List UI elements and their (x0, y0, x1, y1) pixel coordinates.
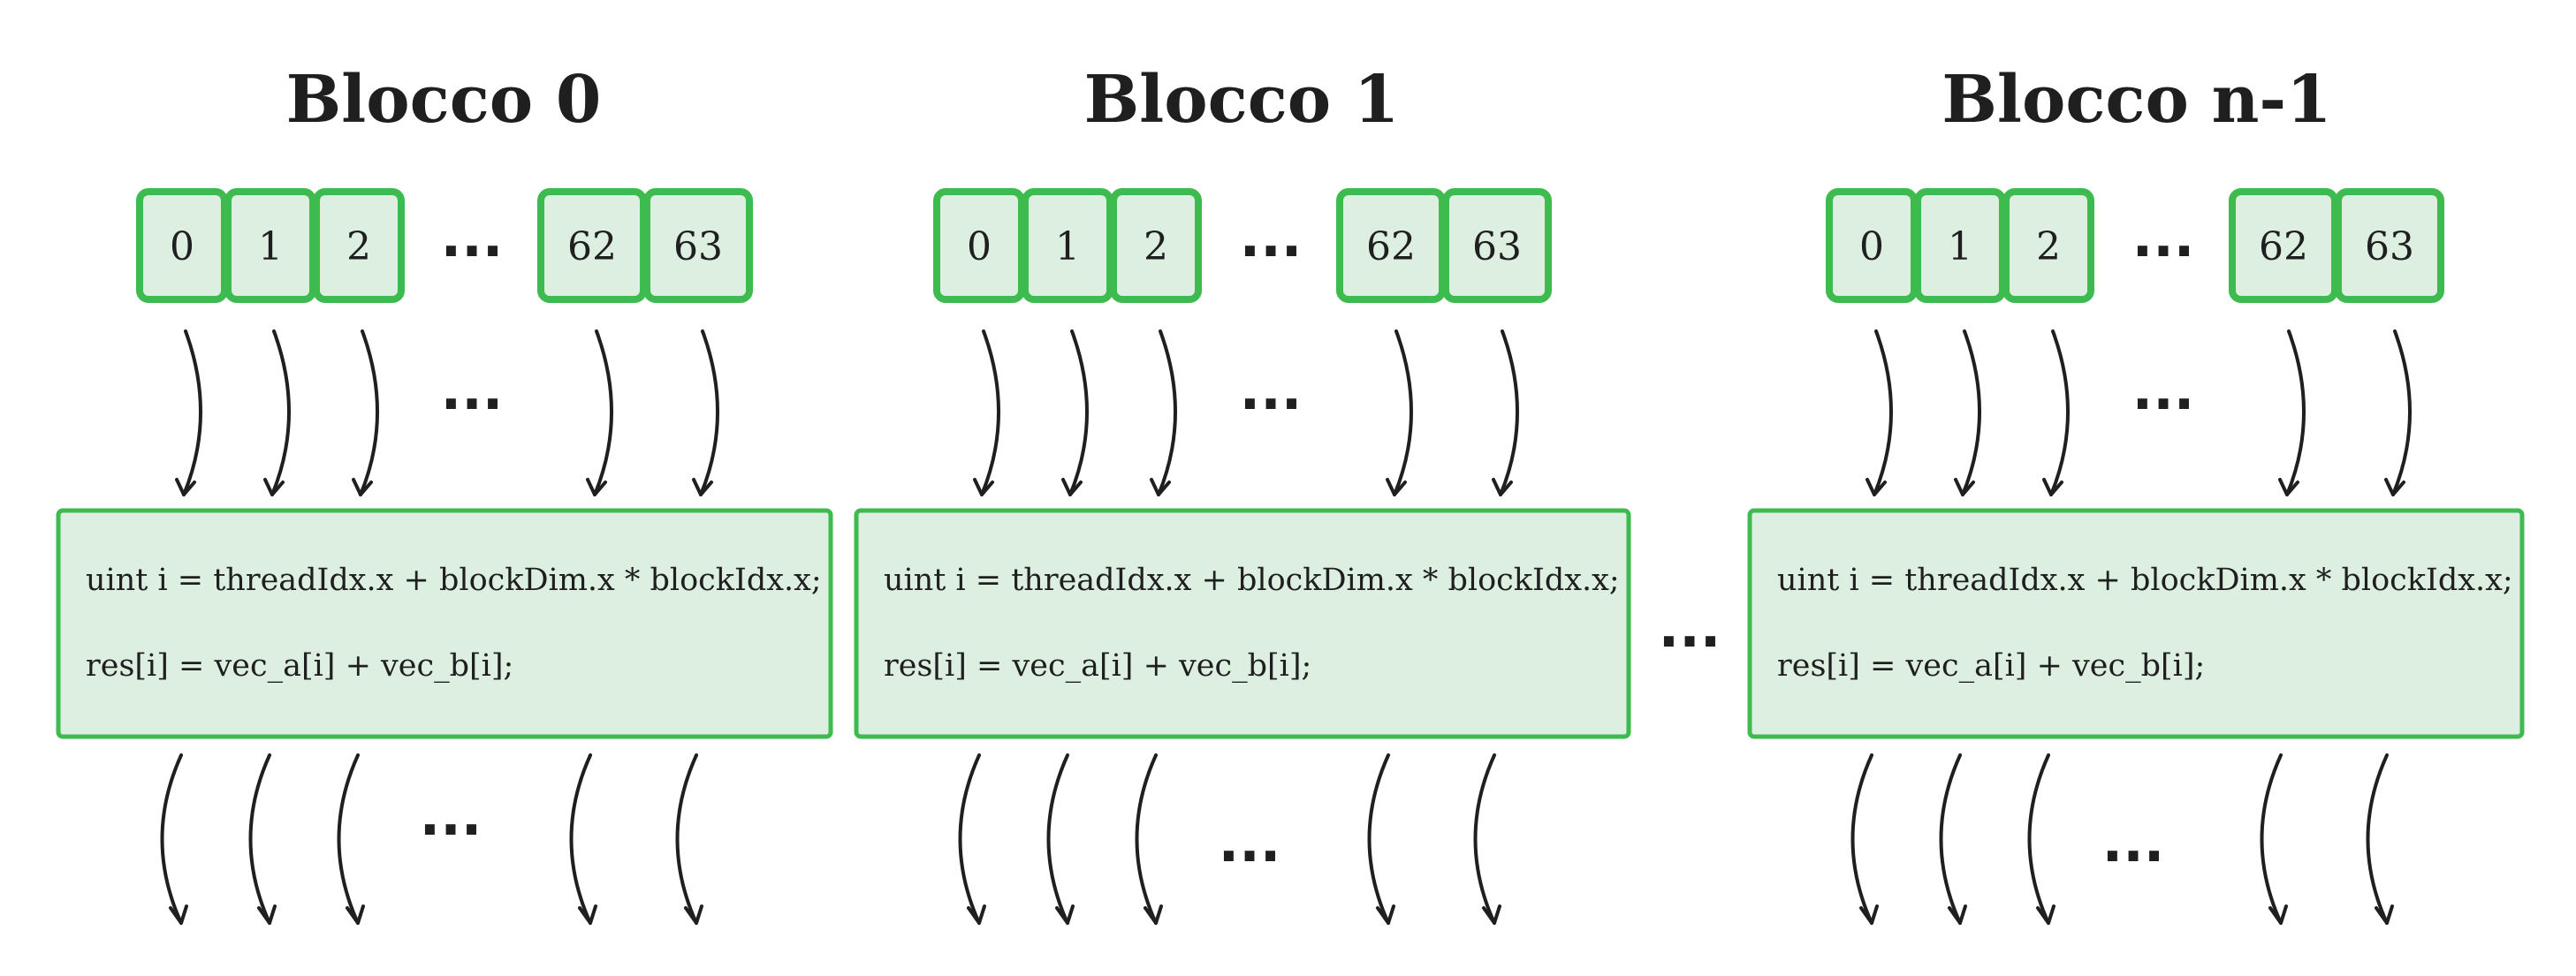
input-arrows: ... (973, 329, 1519, 496)
thread-cell: 63 (2335, 188, 2444, 303)
output-arrows: ... (958, 753, 1501, 925)
arrow-down-icon (263, 329, 291, 496)
thread-label: 0 (170, 224, 194, 269)
code-line: res[i] = vec_a[i] + vec_b[i]; (1777, 648, 2205, 684)
thread-cell: 1 (1914, 188, 2006, 303)
thread-cell: 0 (933, 188, 1025, 303)
arrow-down-icon (1367, 753, 1395, 925)
block-n-minus-1: Blocco n-1 0 1 2 ... 62 63 (1747, 62, 2525, 925)
thread-cell: 63 (643, 188, 753, 303)
arrow-down-icon (175, 329, 202, 496)
arrow-down-icon (1492, 329, 1519, 496)
thread-cell: 63 (1442, 188, 1552, 303)
thread-cell: 62 (537, 188, 647, 303)
thread-label: 2 (1144, 224, 1168, 269)
kernel-code-box: uint i = threadIdx.x + blockDim.x * bloc… (854, 508, 1631, 739)
arrow-down-icon (352, 329, 379, 496)
block-title: Blocco n-1 (1941, 62, 2331, 138)
arrow-down-icon (2042, 329, 2070, 496)
arrow-down-icon (1954, 329, 1981, 496)
arrow-down-icon (1386, 329, 1413, 496)
thread-label: 63 (1472, 224, 1522, 269)
arrow-down-icon (337, 753, 365, 925)
arrow-down-icon (1135, 753, 1163, 925)
output-arrows: ... (160, 753, 703, 925)
arrow-down-icon (586, 329, 613, 496)
block-separator-ellipsis: ... (1659, 595, 1721, 660)
thread-label: 63 (673, 224, 723, 269)
code-line: res[i] = vec_a[i] + vec_b[i]; (86, 648, 513, 684)
arrow-down-icon (2278, 329, 2306, 496)
kernel-code-box: uint i = threadIdx.x + blockDim.x * bloc… (1747, 508, 2525, 739)
arrow-down-icon (1866, 329, 1893, 496)
code-line: res[i] = vec_a[i] + vec_b[i]; (884, 648, 1311, 684)
arrow-down-icon (2260, 753, 2288, 925)
thread-label: 63 (2365, 224, 2414, 269)
block-title: Blocco 0 (286, 62, 602, 138)
thread-label: 62 (567, 224, 617, 269)
arrow-ellipsis: ... (1240, 358, 1303, 422)
kernel-code-box: uint i = threadIdx.x + blockDim.x * bloc… (56, 508, 833, 739)
thread-cell: 62 (1336, 188, 1446, 303)
arrow-down-icon (2027, 753, 2055, 925)
thread-cell: 62 (2229, 188, 2338, 303)
arrow-down-icon (958, 753, 986, 925)
arrow-ellipsis: ... (2102, 810, 2165, 874)
arrow-down-icon (675, 753, 703, 925)
thread-row: 0 1 2 ... 62 63 (933, 188, 1552, 303)
thread-cell: 2 (313, 188, 405, 303)
arrow-ellipsis: ... (420, 783, 483, 848)
arrow-down-icon (1061, 329, 1089, 496)
thread-cell: 1 (1022, 188, 1113, 303)
thread-ellipsis: ... (441, 205, 504, 269)
arrow-down-icon (1473, 753, 1501, 925)
thread-row: 0 1 2 ... 62 63 (1826, 188, 2444, 303)
thread-cell: 2 (2002, 188, 2094, 303)
arrow-down-icon (973, 329, 1000, 496)
thread-label: 1 (1948, 224, 1972, 269)
arrow-down-icon (2384, 329, 2412, 496)
block-1: Blocco 1 0 1 2 ... 62 63 (854, 62, 1631, 925)
thread-label: 1 (258, 224, 283, 269)
thread-cell: 2 (1110, 188, 1202, 303)
arrow-ellipsis: ... (441, 358, 504, 422)
block-0: Blocco 0 0 1 2 ... 62 63 (56, 62, 833, 925)
code-line: uint i = threadIdx.x + blockDim.x * bloc… (1777, 563, 2513, 598)
thread-label: 2 (346, 224, 371, 269)
input-arrows: ... (1866, 329, 2412, 496)
arrow-ellipsis: ... (1219, 810, 1281, 874)
thread-row: 0 1 2 ... 62 63 (136, 188, 753, 303)
output-arrows: ... (1850, 753, 2394, 925)
thread-label: 62 (1366, 224, 1416, 269)
thread-label: 1 (1055, 224, 1080, 269)
arrow-down-icon (2366, 753, 2394, 925)
arrow-down-icon (1939, 753, 1967, 925)
arrow-down-icon (569, 753, 597, 925)
code-line: uint i = threadIdx.x + blockDim.x * bloc… (884, 563, 1620, 598)
thread-ellipsis: ... (2132, 205, 2195, 269)
thread-ellipsis: ... (1240, 205, 1303, 269)
arrow-down-icon (1046, 753, 1075, 925)
thread-label: 0 (967, 224, 992, 269)
thread-cell: 1 (224, 188, 316, 303)
thread-label: 0 (1859, 224, 1884, 269)
thread-cell: 0 (136, 188, 228, 303)
code-line: uint i = threadIdx.x + blockDim.x * bloc… (86, 563, 822, 598)
arrow-down-icon (692, 329, 719, 496)
input-arrows: ... (175, 329, 719, 496)
arrow-down-icon (1850, 753, 1879, 925)
block-title: Blocco 1 (1084, 62, 1400, 138)
thread-cell: 0 (1826, 188, 1918, 303)
arrow-down-icon (248, 753, 277, 925)
thread-label: 62 (2259, 224, 2308, 269)
arrow-down-icon (160, 753, 188, 925)
thread-label: 2 (2036, 224, 2061, 269)
arrow-down-icon (1150, 329, 1177, 496)
arrow-ellipsis: ... (2132, 358, 2195, 422)
